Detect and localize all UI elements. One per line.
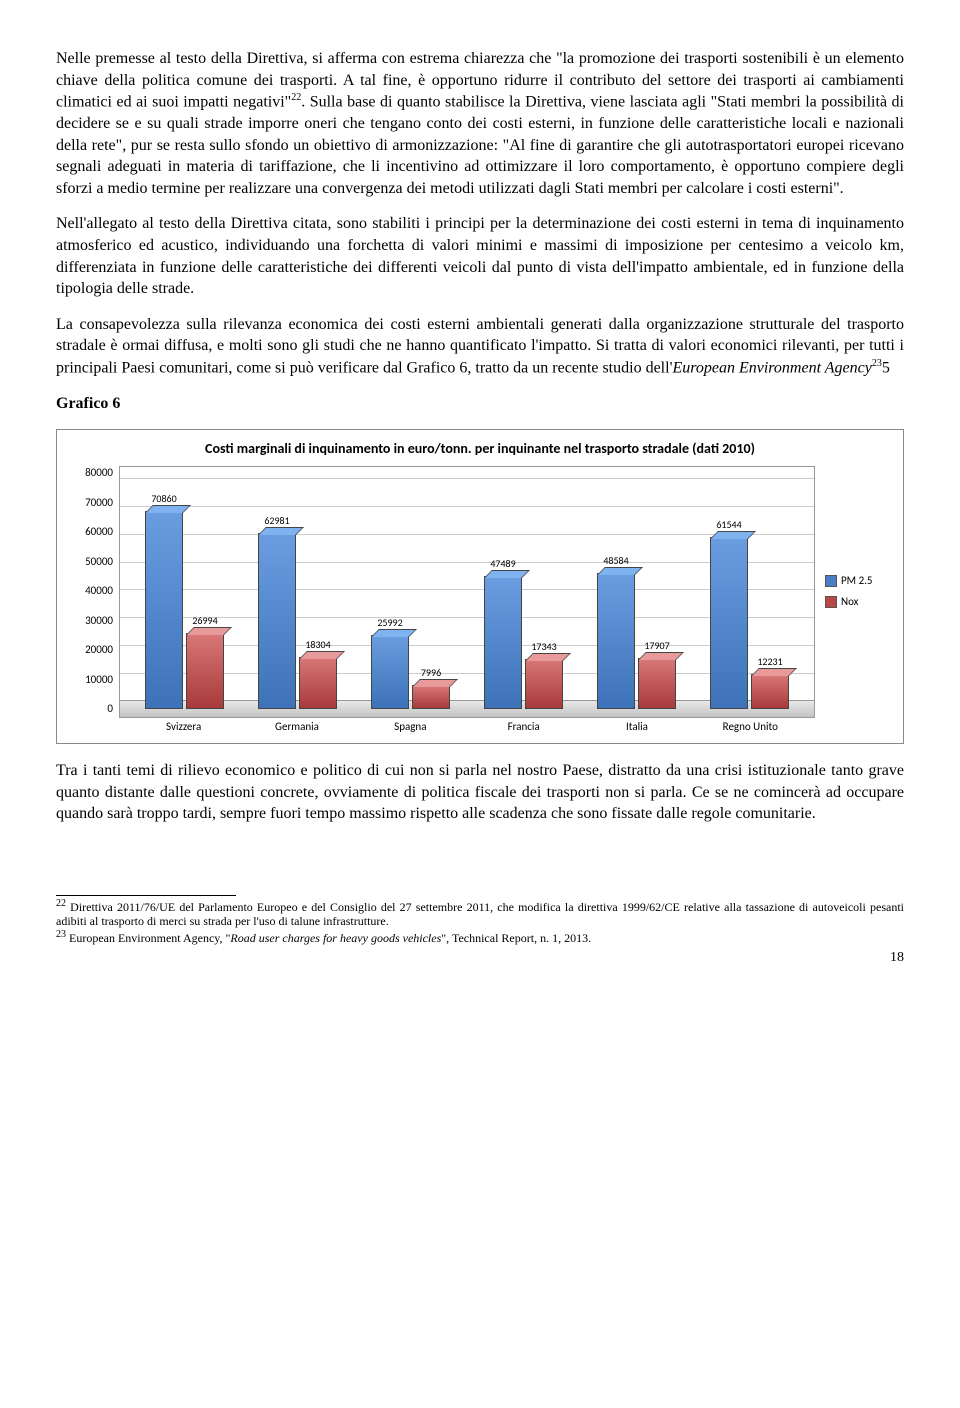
fn22-sup: 22 <box>56 898 66 909</box>
bar-value-label: 47489 <box>490 557 515 571</box>
y-tick: 0 <box>71 702 113 717</box>
bar-value-label: 70860 <box>151 492 176 506</box>
bar-blue: 47489 <box>484 576 522 710</box>
bar-top <box>597 567 643 575</box>
fn23-b: Road user charges for heavy goods vehicl… <box>230 931 441 945</box>
y-tick: 10000 <box>71 673 113 688</box>
fn22-text: Direttiva 2011/76/UE del Parlamento Euro… <box>56 900 904 928</box>
bar-top <box>145 505 191 513</box>
bar-value-label: 17343 <box>531 640 556 654</box>
bar-group: 4858417907 <box>597 573 676 710</box>
x-tick: Italia <box>580 720 693 735</box>
legend-item: Nox <box>825 595 885 610</box>
bar-red: 17907 <box>638 658 676 710</box>
bar-value-label: 25992 <box>377 616 402 630</box>
para3-c: 5 <box>882 359 890 376</box>
footnotes: 22 Direttiva 2011/76/UE del Parlamento E… <box>56 898 904 945</box>
bar-top <box>484 570 530 578</box>
fn23-a: European Environment Agency, " <box>66 931 230 945</box>
bar-value-label: 61544 <box>716 518 741 532</box>
x-tick: Svizzera <box>127 720 240 735</box>
bar-red: 17343 <box>525 659 563 709</box>
bar-value-label: 7996 <box>421 666 441 680</box>
y-axis: 80000 70000 60000 50000 40000 30000 20000 10000… <box>71 466 113 735</box>
chart-body: 80000 70000 60000 50000 40000 30000 20000 10000… <box>71 466 889 735</box>
bar-value-label: 26994 <box>192 614 217 628</box>
bar-red: 26994 <box>186 633 224 710</box>
x-tick: Francia <box>467 720 580 735</box>
plot-area: 7086026994629811830425992799647489173434… <box>119 466 815 718</box>
bar-top <box>412 679 458 687</box>
paragraph-2: Nell'allegato al testo della Direttiva c… <box>56 213 904 299</box>
page-number: 18 <box>56 949 904 968</box>
y-tick: 40000 <box>71 584 113 599</box>
bar-top <box>258 527 304 535</box>
x-tick: Spagna <box>354 720 467 735</box>
bar-value-label: 18304 <box>305 638 330 652</box>
y-tick: 80000 <box>71 466 113 481</box>
chart-container: Costi marginali di inquinamento in euro/… <box>56 429 904 745</box>
bar-value-label: 12231 <box>757 655 782 669</box>
bar-top <box>525 653 571 661</box>
bar-group: 7086026994 <box>145 511 224 710</box>
paragraph-4: Tra i tanti temi di rilievo economico e … <box>56 760 904 825</box>
legend-swatch <box>825 575 837 587</box>
bar-top <box>638 652 684 660</box>
bar-red: 18304 <box>299 657 337 710</box>
legend: PM 2.5 Nox <box>821 466 889 735</box>
bar-top <box>710 531 756 539</box>
fn23-sup: 23 <box>56 929 66 940</box>
bar-top <box>186 627 232 635</box>
sup-23: 23 <box>872 358 882 369</box>
bar-group: 259927996 <box>371 635 450 709</box>
grafico-label: Grafico 6 <box>56 393 904 415</box>
bar-red: 7996 <box>412 685 450 709</box>
bar-value-label: 48584 <box>603 554 628 568</box>
para3-b: European Environment Agency <box>672 359 871 376</box>
x-axis: SvizzeraGermaniaSpagnaFranciaItaliaRegno… <box>119 718 815 735</box>
paragraph-3: La consapevolezza sulla rilevanza econom… <box>56 314 904 379</box>
bar-value-label: 17907 <box>644 639 669 653</box>
bar-red: 12231 <box>751 674 789 710</box>
legend-label: PM 2.5 <box>841 574 873 589</box>
y-tick: 20000 <box>71 643 113 658</box>
bar-group: 6154412231 <box>710 537 789 710</box>
bar-top <box>299 651 345 659</box>
x-tick: Germania <box>240 720 353 735</box>
bar-blue: 25992 <box>371 635 409 709</box>
bar-blue: 48584 <box>597 573 635 710</box>
bar-top <box>371 629 417 637</box>
y-tick: 70000 <box>71 496 113 511</box>
bar-blue: 70860 <box>145 511 183 710</box>
y-tick: 30000 <box>71 614 113 629</box>
x-tick: Regno Unito <box>694 720 807 735</box>
bars-container: 7086026994629811830425992799647489173434… <box>120 467 814 717</box>
footnote-22: 22 Direttiva 2011/76/UE del Parlamento E… <box>56 898 904 929</box>
sup-22: 22 <box>291 92 301 103</box>
paragraph-1: Nelle premesse al testo della Direttiva,… <box>56 48 904 199</box>
bar-top <box>751 668 797 676</box>
plot-wrap: 7086026994629811830425992799647489173434… <box>119 466 815 735</box>
bar-blue: 62981 <box>258 533 296 710</box>
legend-label: Nox <box>841 595 858 610</box>
chart-title: Costi marginali di inquinamento in euro/… <box>71 440 889 459</box>
y-tick: 60000 <box>71 525 113 540</box>
y-tick: 50000 <box>71 555 113 570</box>
legend-item: PM 2.5 <box>825 574 885 589</box>
bar-group: 4748917343 <box>484 576 563 710</box>
footnote-23: 23 European Environment Agency, "Road us… <box>56 929 904 945</box>
bar-group: 6298118304 <box>258 533 337 710</box>
bar-value-label: 62981 <box>264 514 289 528</box>
fn23-c: ", Technical Report, n. 1, 2013. <box>441 931 591 945</box>
legend-swatch <box>825 596 837 608</box>
bar-blue: 61544 <box>710 537 748 710</box>
